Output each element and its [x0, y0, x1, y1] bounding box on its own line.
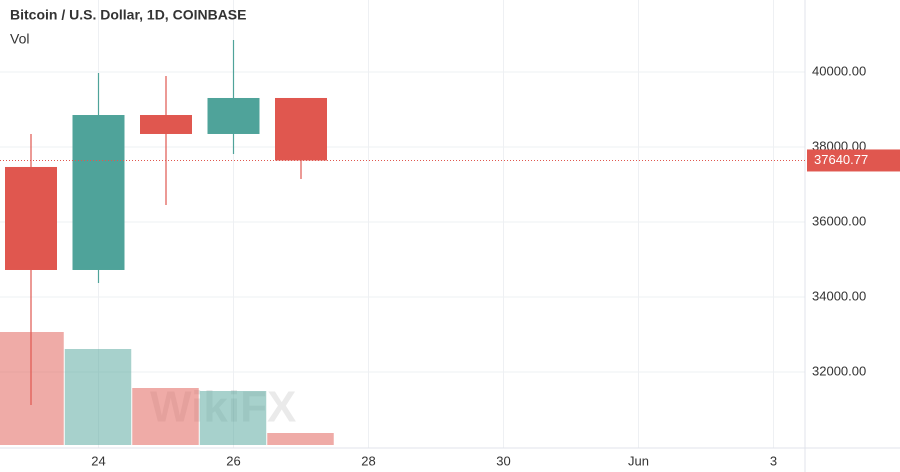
x-tick-label: 3: [770, 453, 777, 468]
last-price-label: 37640.77: [814, 152, 868, 167]
volume-bar: [267, 433, 334, 445]
volume-label: Vol: [10, 31, 29, 47]
y-tick-label: 34000.00: [812, 288, 866, 303]
volume-bar: [0, 332, 64, 445]
volume-bar: [132, 388, 199, 445]
candle-body: [140, 115, 192, 134]
volume-bar: [199, 391, 267, 445]
x-tick-label: 28: [361, 453, 375, 468]
x-tick-label: Jun: [628, 453, 649, 468]
y-tick-label: 32000.00: [812, 363, 866, 378]
candle-body: [207, 97, 260, 134]
chart-title: Bitcoin / U.S. Dollar, 1D, COINBASE: [10, 7, 246, 23]
candle-body: [5, 166, 57, 270]
x-tick-label: 24: [91, 453, 105, 468]
y-tick-label: 40000.00: [812, 63, 866, 78]
candle-body: [72, 115, 125, 270]
y-tick-label: 36000.00: [812, 213, 866, 228]
x-tick-label: 30: [496, 453, 510, 468]
volume-bar: [64, 349, 132, 445]
x-tick-label: 26: [226, 453, 240, 468]
candle-body: [275, 97, 327, 161]
last-price-box: [807, 149, 900, 172]
